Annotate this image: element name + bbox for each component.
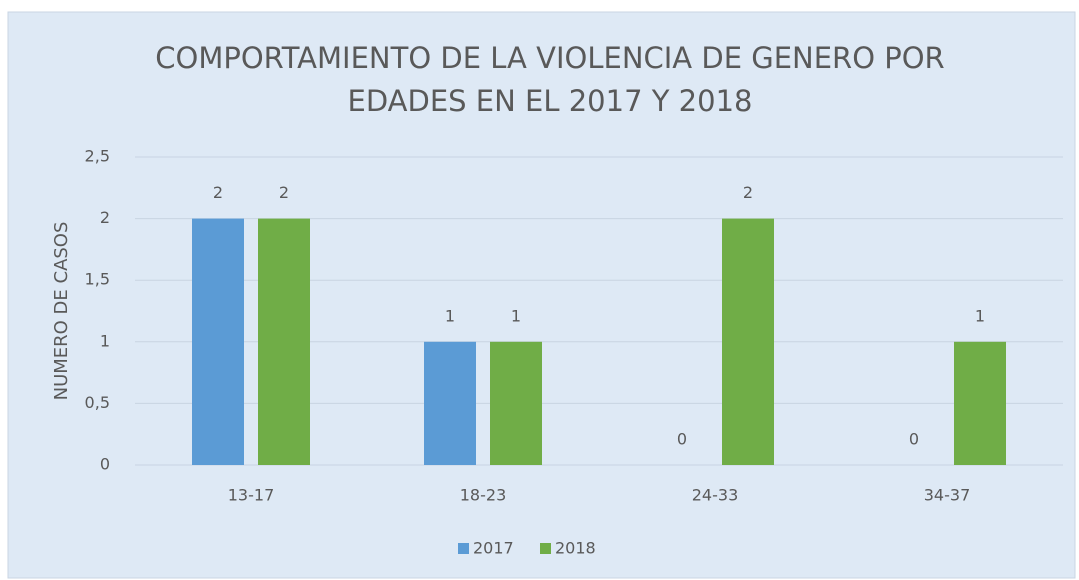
bar	[192, 218, 244, 465]
bar	[490, 341, 542, 465]
chart-background	[7, 11, 1076, 579]
x-tick-label: 34-37	[924, 486, 971, 505]
bar	[954, 341, 1006, 465]
data-label: 1	[445, 306, 455, 325]
y-tick-label: 0	[100, 455, 110, 474]
y-tick-label: 0,5	[85, 393, 110, 412]
data-label: 1	[511, 306, 521, 325]
bar	[258, 218, 310, 465]
chart-title: COMPORTAMIENTO DE LA VIOLENCIA DE GENERO…	[155, 41, 944, 75]
data-label: 0	[909, 430, 919, 449]
data-label: 2	[213, 183, 223, 202]
y-tick-label: 2,5	[85, 147, 110, 166]
bar	[424, 341, 476, 465]
legend-swatch	[540, 543, 551, 554]
data-label: 2	[279, 183, 289, 202]
y-tick-label: 2	[100, 208, 110, 227]
legend-label: 2017	[473, 539, 514, 558]
y-tick-label: 1	[100, 331, 110, 350]
chart-title: EDADES EN EL 2017 Y 2018	[348, 84, 753, 118]
x-tick-label: 18-23	[460, 486, 507, 505]
data-label: 1	[975, 306, 985, 325]
legend-label: 2018	[555, 539, 596, 558]
bar	[722, 218, 774, 465]
y-tick-label: 1,5	[85, 270, 110, 289]
x-tick-label: 24-33	[692, 486, 739, 505]
data-label: 2	[743, 183, 753, 202]
y-axis-label: NUMERO DE CASOS	[51, 222, 72, 401]
legend-swatch	[458, 543, 469, 554]
data-label: 0	[677, 430, 687, 449]
x-tick-label: 13-17	[228, 486, 275, 505]
